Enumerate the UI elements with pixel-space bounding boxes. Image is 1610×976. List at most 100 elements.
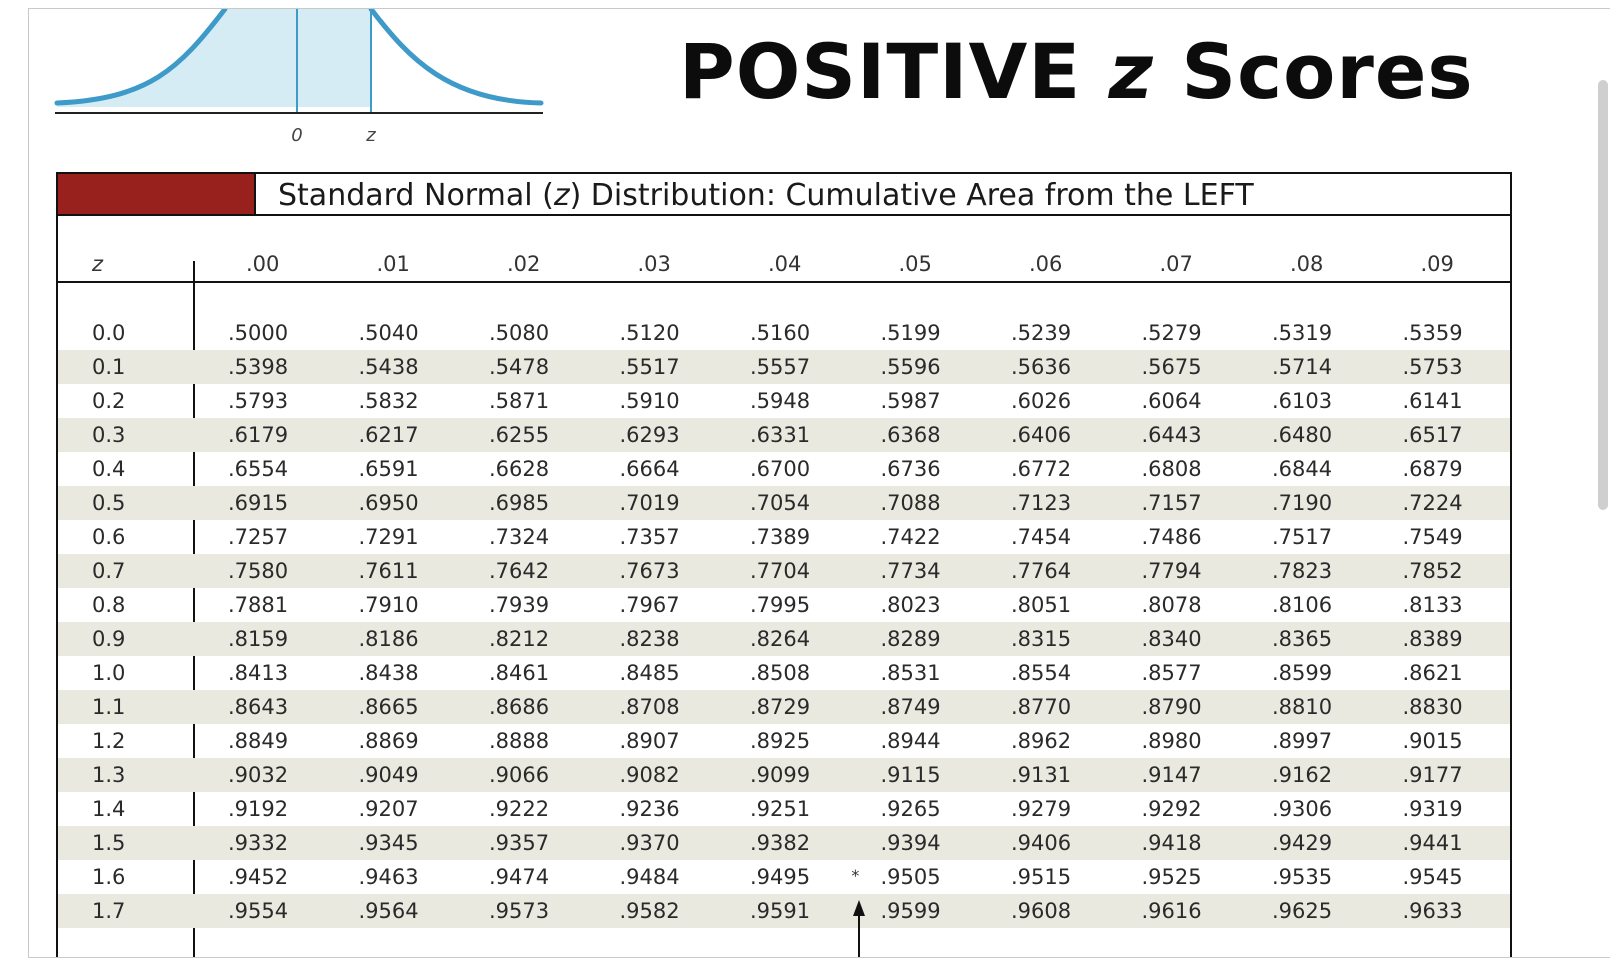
- probability-cell: .7054: [750, 491, 811, 515]
- z-value-cell: 1.1: [92, 695, 126, 719]
- column-header: .01: [376, 252, 410, 276]
- probability-cell: .9319: [1402, 797, 1463, 821]
- probability-cell: .5871: [489, 389, 550, 413]
- probability-cell: .5714: [1272, 355, 1333, 379]
- probability-cell: .8621: [1402, 661, 1463, 685]
- probability-cell: .6985: [489, 491, 550, 515]
- probability-cell: .8708: [619, 695, 680, 719]
- probability-cell: .6368: [880, 423, 941, 447]
- probability-cell: .9082: [619, 763, 680, 787]
- probability-cell: .9474: [489, 865, 550, 889]
- z-value-cell: 1.4: [92, 797, 126, 821]
- probability-cell: .6331: [750, 423, 811, 447]
- probability-cell: .6628: [489, 457, 550, 481]
- probability-cell: .9554: [228, 899, 289, 923]
- probability-cell: .9265: [880, 797, 941, 821]
- probability-cell: .9418: [1141, 831, 1202, 855]
- probability-cell: .7794: [1141, 559, 1202, 583]
- probability-cell: .8830: [1402, 695, 1463, 719]
- column-header: .09: [1420, 252, 1454, 276]
- probability-cell: .9066: [489, 763, 550, 787]
- probability-cell: .7823: [1272, 559, 1333, 583]
- table-row: 1.2 .8849 .8869 .8888 .8907 .8925 .8944 .8962 .8…: [58, 724, 1510, 758]
- probability-cell: .7454: [1011, 525, 1072, 549]
- probability-cell: .6808: [1141, 457, 1202, 481]
- probability-cell: .7486: [1141, 525, 1202, 549]
- probability-cell: .8133: [1402, 593, 1463, 617]
- probability-cell: .9292: [1141, 797, 1202, 821]
- probability-cell: .5319: [1272, 321, 1333, 345]
- column-header: .05: [898, 252, 932, 276]
- probability-cell: .8023: [880, 593, 941, 617]
- probability-cell: .8315: [1011, 627, 1072, 651]
- z-value-cell: 1.7: [92, 899, 126, 923]
- vertical-scrollbar[interactable]: [1598, 80, 1608, 510]
- probability-cell: .7704: [750, 559, 811, 583]
- probability-cell: .6026: [1011, 389, 1072, 413]
- caption-post: ) Distribution: Cumulative Area from the…: [569, 178, 1254, 213]
- probability-cell: .5753: [1402, 355, 1463, 379]
- table-row: 0.2 .5793 .5832 .5871 .5910 .5948 .5987 .6026 .6…: [58, 384, 1510, 418]
- z-value-cell: 0.3: [92, 423, 126, 447]
- column-header: .00: [246, 252, 280, 276]
- z-value-cell: 1.5: [92, 831, 126, 855]
- probability-cell: .9345: [358, 831, 419, 855]
- probability-cell: .9582: [619, 899, 680, 923]
- probability-cell: .5239: [1011, 321, 1072, 345]
- probability-cell: .9099: [750, 763, 811, 787]
- probability-cell: .7967: [619, 593, 680, 617]
- probability-cell: .9616: [1141, 899, 1202, 923]
- probability-cell: .7157: [1141, 491, 1202, 515]
- probability-cell: .7881: [228, 593, 289, 617]
- probability-cell: .6772: [1011, 457, 1072, 481]
- probability-cell: .8980: [1141, 729, 1202, 753]
- probability-cell: .9207: [358, 797, 419, 821]
- probability-cell: .5948: [750, 389, 811, 413]
- probability-cell: .5636: [1011, 355, 1072, 379]
- probability-cell: .7910: [358, 593, 419, 617]
- probability-cell: .7517: [1272, 525, 1333, 549]
- probability-cell: .9495: [750, 865, 811, 889]
- probability-cell: .6950: [358, 491, 419, 515]
- probability-cell: .5199: [880, 321, 941, 345]
- probability-cell: .5080: [489, 321, 550, 345]
- probability-cell: .6217: [358, 423, 419, 447]
- probability-cell: .8212: [489, 627, 550, 651]
- curve-shaded-area: [297, 9, 371, 107]
- probability-cell: .5910: [619, 389, 680, 413]
- probability-cell: .6664: [619, 457, 680, 481]
- probability-cell: .5557: [750, 355, 811, 379]
- probability-cell: .7257: [228, 525, 289, 549]
- probability-cell: .9535: [1272, 865, 1333, 889]
- table-row: 1.5 .9332 .9345 .9357 .9370 .9382 .9394 .9406 .9…: [58, 826, 1510, 860]
- table-row: 1.0 .8413 .8438 .8461 .8485 .8508 .8531 .8554 .8…: [58, 656, 1510, 690]
- probability-cell: .9251: [750, 797, 811, 821]
- probability-cell: .9599: [880, 899, 941, 923]
- probability-cell: .5120: [619, 321, 680, 345]
- document-viewer: 0 z POSITIVE z Scores Standard Normal (z…: [28, 8, 1610, 958]
- probability-cell: .9147: [1141, 763, 1202, 787]
- probability-cell: .8577: [1141, 661, 1202, 685]
- probability-cell: .7224: [1402, 491, 1463, 515]
- normal-curve-figure: 0 z: [54, 9, 544, 146]
- probability-cell: .7324: [489, 525, 550, 549]
- column-header: .08: [1290, 252, 1324, 276]
- header-rule: [58, 281, 1510, 283]
- probability-cell: .7764: [1011, 559, 1072, 583]
- probability-cell: .8665: [358, 695, 419, 719]
- probability-cell: .7852: [1402, 559, 1463, 583]
- probability-cell: .9452: [228, 865, 289, 889]
- probability-cell: .9236: [619, 797, 680, 821]
- probability-cell: .5359: [1402, 321, 1463, 345]
- table-row: 0.7 .7580 .7611 .7642 .7673 .7704 .7734 .7764 .7…: [58, 554, 1510, 588]
- probability-cell: .8554: [1011, 661, 1072, 685]
- z-value-cell: 0.4: [92, 457, 126, 481]
- z-value-cell: 0.5: [92, 491, 126, 515]
- probability-cell: .9015: [1402, 729, 1463, 753]
- probability-cell: .9515: [1011, 865, 1072, 889]
- probability-cell: .9332: [228, 831, 289, 855]
- z-value-cell: 0.2: [92, 389, 126, 413]
- probability-cell: .8078: [1141, 593, 1202, 617]
- z-value-cell: 0.1: [92, 355, 126, 379]
- probability-cell: .8810: [1272, 695, 1333, 719]
